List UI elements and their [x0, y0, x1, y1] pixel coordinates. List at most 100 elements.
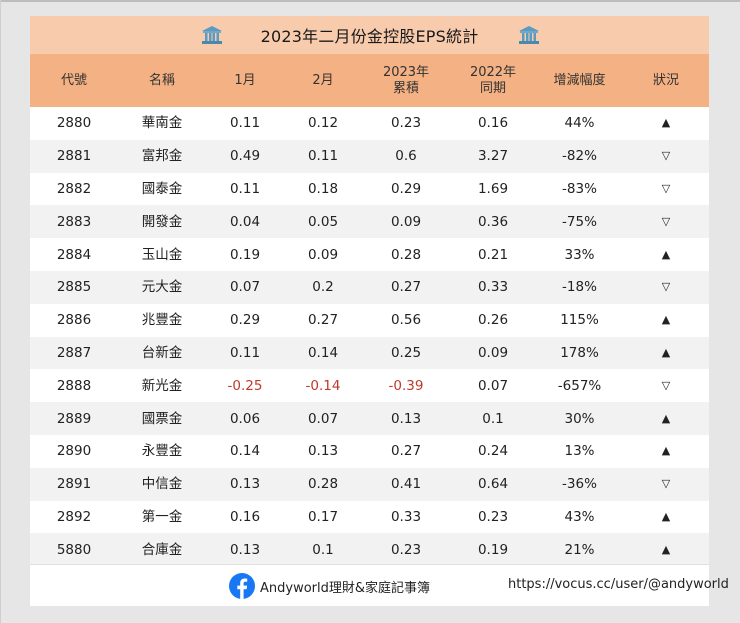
cell-code: 2883 — [56, 213, 92, 230]
cell-same-period-2022: 3.27 — [477, 148, 509, 165]
cell-ytd-2023: 0.28 — [390, 246, 422, 263]
cell-jan: 0.29 — [229, 312, 261, 329]
table-row: 2888 新光金 -0.25 -0.14 -0.39 0.07 -657% ▽ — [30, 369, 709, 403]
cell-same-period-2022: 0.23 — [477, 508, 509, 525]
header-jan: 1月 — [234, 72, 256, 88]
cell-feb: 0.07 — [307, 410, 339, 427]
bank-icon — [201, 25, 223, 45]
table-header: 代號 名稱 1月 2月 2023年 累積 2022年 同期 增減幅度 狀況 — [30, 54, 709, 107]
facebook-icon[interactable] — [229, 573, 255, 599]
cell-same-period-2022: 0.07 — [477, 377, 509, 394]
cell-name: 合庫金 — [141, 541, 183, 558]
cell-code: 2890 — [56, 443, 92, 460]
cell-feb: 0.09 — [307, 246, 339, 263]
cell-jan: 0.11 — [229, 180, 261, 197]
cell-name: 華南金 — [141, 115, 183, 132]
cell-change: 21% — [564, 541, 595, 558]
cell-ytd-2023: 0.27 — [390, 443, 422, 460]
cell-same-period-2022: 0.24 — [477, 443, 509, 460]
cell-feb: 0.17 — [307, 508, 339, 525]
header-change: 增減幅度 — [553, 72, 606, 88]
table-row: 2891 中信金 0.13 0.28 0.41 0.64 -36% ▽ — [30, 467, 709, 501]
cell-change: 43% — [564, 508, 595, 525]
cell-code: 2886 — [56, 312, 92, 329]
cell-ytd-2023: 0.23 — [390, 115, 422, 132]
table-row: 2881 富邦金 0.49 0.11 0.6 3.27 -82% ▽ — [30, 139, 709, 173]
cell-change: -18% — [562, 279, 597, 296]
cell-ytd-2023: 0.41 — [390, 476, 422, 493]
cell-same-period-2022: 0.26 — [477, 312, 509, 329]
cell-change: 13% — [564, 443, 595, 460]
cell-change: -36% — [562, 476, 597, 493]
cell-code: 2888 — [56, 377, 92, 394]
cell-code: 2889 — [56, 410, 92, 427]
cell-jan: 0.49 — [229, 148, 261, 165]
triangle-up-icon: ▲ — [661, 509, 671, 523]
cell-feb: 0.2 — [312, 279, 334, 296]
title-bar: 2023年二月份金控股EPS統計 — [30, 16, 709, 54]
header-status: 狀況 — [652, 72, 679, 88]
footer-url[interactable]: https://vocus.cc/user/@andyworld — [508, 577, 729, 592]
cell-same-period-2022: 0.64 — [477, 476, 509, 493]
cell-same-period-2022: 0.16 — [477, 115, 509, 132]
header-feb: 2月 — [312, 72, 334, 88]
cell-ytd-2023: 0.56 — [390, 312, 422, 329]
cell-code: 2887 — [56, 344, 92, 361]
cell-change: -83% — [562, 180, 597, 197]
cell-change: -82% — [562, 148, 597, 165]
cell-name: 中信金 — [141, 476, 183, 493]
cell-feb: 0.05 — [307, 213, 339, 230]
cell-ytd-2023: 0.27 — [390, 279, 422, 296]
triangle-down-outline-icon: ▽ — [661, 378, 671, 392]
table-row: 2883 開發金 0.04 0.05 0.09 0.36 -75% ▽ — [30, 205, 709, 239]
cell-feb: 0.12 — [307, 115, 339, 132]
triangle-up-icon: ▲ — [661, 247, 671, 261]
page-title: 2023年二月份金控股EPS統計 — [260, 27, 479, 46]
sheet-border-left — [0, 0, 1, 623]
cell-same-period-2022: 0.36 — [477, 213, 509, 230]
cell-jan: 0.11 — [229, 115, 261, 132]
cell-feb: 0.13 — [307, 443, 339, 460]
triangle-up-icon: ▲ — [661, 542, 671, 556]
cell-jan: 0.14 — [229, 443, 261, 460]
cell-name: 富邦金 — [141, 148, 183, 165]
bank-icon — [518, 25, 540, 45]
triangle-up-icon: ▲ — [661, 345, 671, 359]
header-name: 名稱 — [148, 72, 175, 88]
cell-ytd-2023: 0.13 — [390, 410, 422, 427]
triangle-down-outline-icon: ▽ — [661, 181, 671, 195]
cell-code: 2884 — [56, 246, 92, 263]
cell-feb: 0.27 — [307, 312, 339, 329]
eps-table-card: 2023年二月份金控股EPS統計 代號 名稱 1月 2月 2023年 累積 202… — [30, 16, 729, 606]
cell-code: 2891 — [56, 476, 92, 493]
cell-change: 33% — [564, 246, 595, 263]
triangle-down-outline-icon: ▽ — [661, 280, 671, 294]
table-row: 2889 國票金 0.06 0.07 0.13 0.1 30% ▲ — [30, 402, 709, 435]
sheet-border-top — [0, 0, 740, 2]
cell-jan: 0.16 — [229, 508, 261, 525]
header-code: 代號 — [60, 72, 87, 88]
cell-feb: 0.28 — [307, 476, 339, 493]
cell-ytd-2023: 0.23 — [390, 541, 422, 558]
triangle-down-outline-icon: ▽ — [661, 214, 671, 228]
triangle-down-outline-icon: ▽ — [661, 477, 671, 491]
cell-change: -657% — [557, 377, 602, 394]
cell-feb: 0.18 — [307, 180, 339, 197]
cell-ytd-2023: 0.33 — [390, 508, 422, 525]
cell-same-period-2022: 0.1 — [482, 410, 504, 427]
cell-name: 玉山金 — [141, 246, 183, 263]
cell-code: 2880 — [56, 115, 92, 132]
table-row: 2880 華南金 0.11 0.12 0.23 0.16 44% ▲ — [30, 107, 709, 140]
cell-name: 台新金 — [141, 344, 183, 361]
header-ytd-2023: 2023年 累積 — [382, 64, 430, 96]
triangle-down-outline-icon: ▽ — [661, 149, 671, 163]
cell-feb: 0.14 — [307, 344, 339, 361]
cell-name: 兆豐金 — [141, 312, 183, 329]
triangle-up-icon: ▲ — [661, 411, 671, 425]
cell-jan: 0.13 — [229, 476, 261, 493]
cell-jan: -0.25 — [227, 377, 263, 394]
cell-jan: 0.04 — [229, 213, 261, 230]
cell-feb: 0.11 — [307, 148, 339, 165]
footer: Andyworld理財&家庭記事簿 https://vocus.cc/user/… — [30, 564, 729, 606]
table-row: 2887 台新金 0.11 0.14 0.25 0.09 178% ▲ — [30, 336, 709, 370]
